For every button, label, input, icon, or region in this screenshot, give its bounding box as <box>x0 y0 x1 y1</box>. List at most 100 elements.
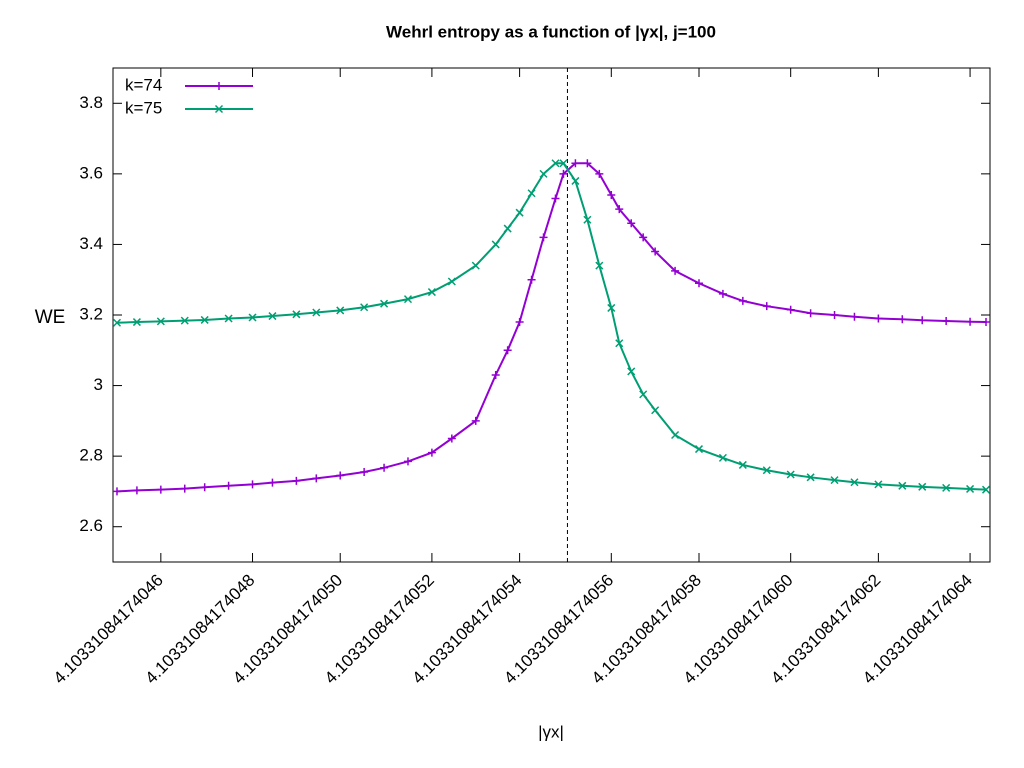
data-point <box>427 448 436 457</box>
data-point <box>312 474 321 483</box>
data-point <box>918 316 927 325</box>
y-tick-label: 2.6 <box>79 516 103 535</box>
data-point <box>595 169 604 178</box>
data-point <box>471 261 480 270</box>
plot-border <box>112 67 991 563</box>
data-point <box>671 266 680 275</box>
data-point <box>471 416 480 425</box>
data-point <box>427 288 436 297</box>
data-point <box>583 215 592 224</box>
data-point <box>966 484 975 493</box>
data-point <box>786 470 795 479</box>
data-point <box>718 453 727 462</box>
data-point <box>627 367 636 376</box>
data-point <box>762 466 771 475</box>
data-point <box>292 476 301 485</box>
data-point <box>639 390 648 399</box>
series-line <box>116 162 987 493</box>
data-point <box>694 445 704 454</box>
data-point <box>156 485 165 494</box>
data-point <box>718 289 727 298</box>
data-point <box>559 169 568 178</box>
data-point <box>615 205 624 214</box>
legend-marker <box>214 104 224 114</box>
data-point <box>403 457 412 466</box>
data-point <box>738 296 747 305</box>
data-point <box>539 169 548 178</box>
data-point <box>966 317 975 326</box>
data-point <box>942 316 951 325</box>
data-point <box>898 481 907 490</box>
data-point <box>403 295 413 304</box>
data-point <box>200 483 209 492</box>
data-point <box>491 370 500 379</box>
data-point <box>874 480 883 489</box>
data-point <box>515 208 524 217</box>
data-point <box>156 317 165 326</box>
data-point <box>515 318 524 327</box>
data-point <box>651 247 660 256</box>
data-point <box>503 346 512 355</box>
data-point <box>830 311 839 319</box>
data-point <box>360 468 369 477</box>
data-point <box>200 315 209 324</box>
data-point <box>268 478 277 487</box>
data-point <box>981 485 991 494</box>
data-point <box>651 406 660 415</box>
data-point <box>571 159 580 168</box>
legend-marker <box>215 82 223 90</box>
x-axis-label: |γx| <box>538 722 564 741</box>
data-point <box>132 486 141 495</box>
data-point <box>942 483 951 492</box>
data-point <box>898 315 907 324</box>
legend-label: k=74 <box>125 75 162 94</box>
data-point <box>527 275 536 284</box>
data-point <box>180 484 189 493</box>
data-point <box>112 318 122 327</box>
data-point <box>806 309 815 318</box>
data-point <box>527 189 536 198</box>
data-point <box>248 480 257 489</box>
data-point <box>180 316 189 325</box>
y-tick-label: 3 <box>94 375 103 394</box>
data-point <box>447 277 456 286</box>
data-point <box>850 478 859 487</box>
data-point <box>595 261 604 270</box>
data-point <box>850 312 859 321</box>
data-point <box>360 303 369 312</box>
data-point <box>738 460 747 469</box>
y-tick-label: 2.8 <box>79 446 103 465</box>
data-point <box>224 481 233 490</box>
data-point <box>551 159 560 168</box>
data-point <box>982 318 991 327</box>
data-point <box>491 240 500 249</box>
data-point <box>132 318 141 327</box>
data-point <box>312 308 321 317</box>
y-tick-label: 3.6 <box>79 163 103 182</box>
data-point <box>639 233 648 242</box>
data-point <box>671 430 680 440</box>
data-point <box>762 302 771 311</box>
data-point <box>694 279 703 288</box>
data-point <box>571 176 580 185</box>
data-point <box>336 471 345 480</box>
data-point <box>607 191 616 200</box>
data-point <box>615 339 624 348</box>
legend-label: k=75 <box>125 98 162 117</box>
data-point <box>607 303 616 312</box>
y-tick-label: 3.2 <box>79 304 103 323</box>
y-tick-label: 3.4 <box>79 234 103 253</box>
data-point <box>292 310 301 319</box>
data-point <box>248 313 257 322</box>
data-point <box>380 463 389 472</box>
data-point <box>918 482 927 491</box>
data-point <box>583 159 592 168</box>
data-point <box>806 473 815 482</box>
data-point <box>559 159 568 168</box>
y-tick-label: 3.8 <box>79 93 103 112</box>
chart-title: Wehrl entropy as a function of |γx|, j=1… <box>386 22 716 41</box>
data-point <box>447 434 456 443</box>
data-point <box>830 476 839 485</box>
